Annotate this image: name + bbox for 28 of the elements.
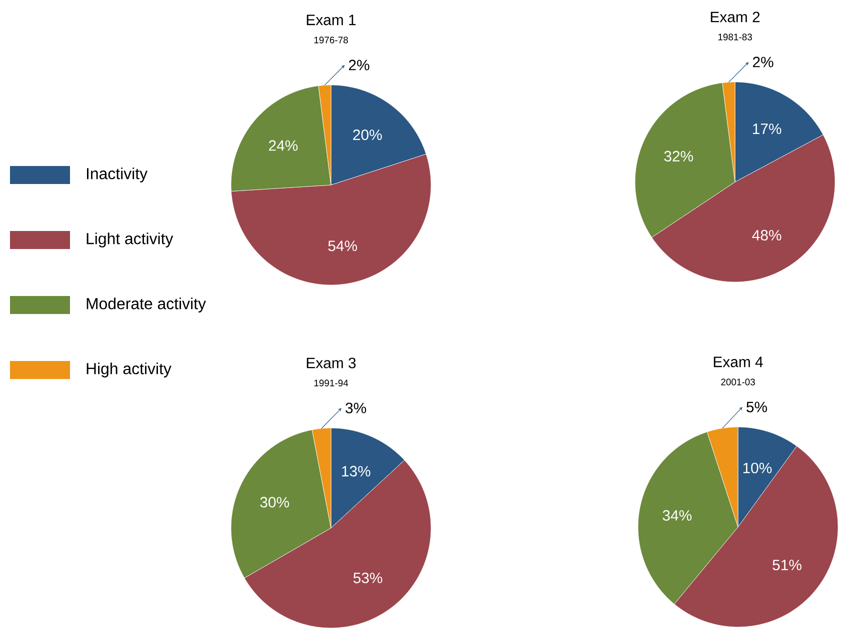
data-label: 2% xyxy=(348,60,370,70)
data-label: 32% xyxy=(664,150,694,162)
chart-title: Exam 2 xyxy=(710,12,760,22)
data-label: 48% xyxy=(752,230,782,240)
legend-label: Inactivity xyxy=(86,168,148,182)
data-label: 51% xyxy=(772,560,802,570)
data-label: 24% xyxy=(269,140,298,151)
chart-subtitle: 1976-78 xyxy=(314,36,348,44)
data-label: 53% xyxy=(353,572,382,584)
data-label: 2% xyxy=(752,56,774,68)
chart-subtitle: 2001-03 xyxy=(721,378,755,386)
legend-label: Light activity xyxy=(86,232,174,248)
data-label: 5% xyxy=(746,402,767,412)
chart-title: Exam 1 xyxy=(306,14,356,26)
data-label: 30% xyxy=(260,496,290,508)
data-label: 20% xyxy=(353,130,382,140)
data-label: 17% xyxy=(752,124,782,134)
legend-label: Moderate activity xyxy=(86,298,206,312)
data-label: 13% xyxy=(342,466,370,476)
chart-subtitle: 1991-94 xyxy=(314,380,348,386)
data-label: 10% xyxy=(743,462,772,474)
legend-label: High activity xyxy=(86,362,172,378)
chart-subtitle: 1981-83 xyxy=(718,34,752,40)
chart-title: Exam 3 xyxy=(306,358,356,368)
data-label: 54% xyxy=(328,240,358,252)
chart-title: Exam 4 xyxy=(714,356,763,368)
data-label: 3% xyxy=(346,402,366,414)
data-label: 34% xyxy=(662,510,692,521)
